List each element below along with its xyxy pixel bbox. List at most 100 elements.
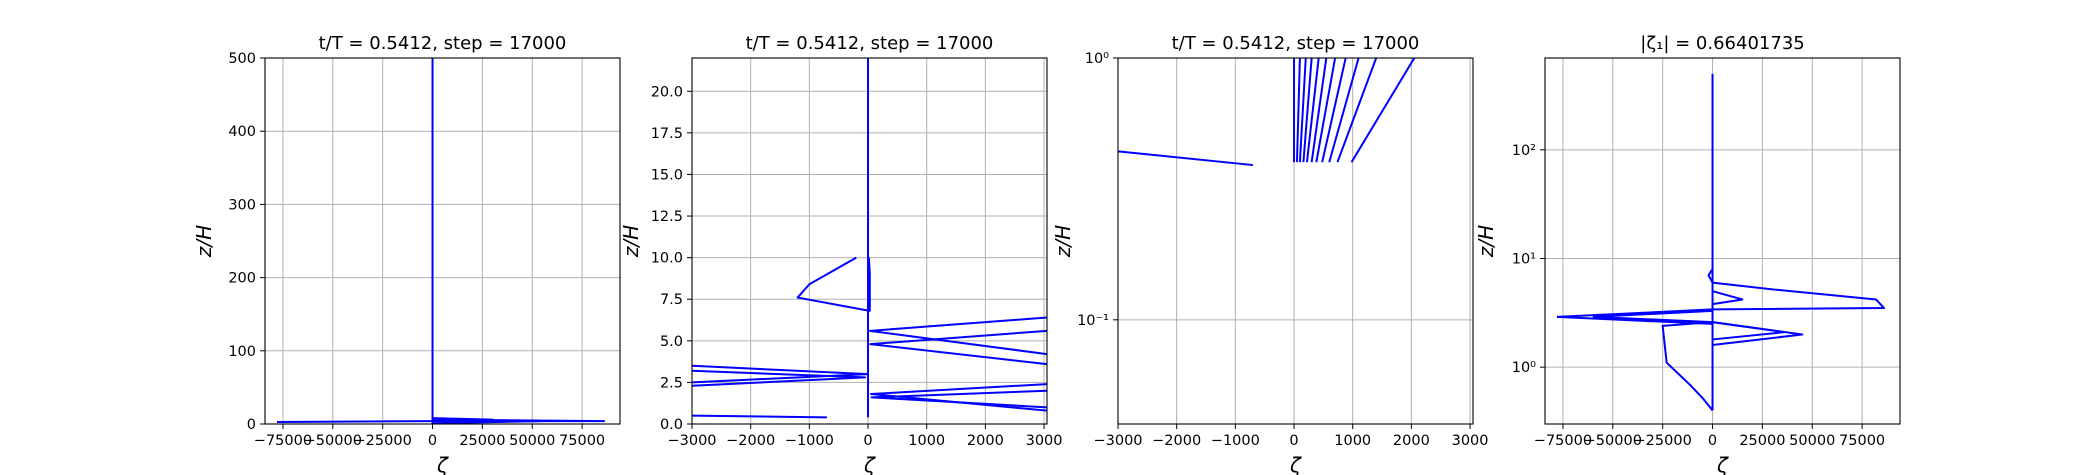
plot-area — [692, 58, 1047, 419]
y-tick-label: 12.5 — [651, 209, 683, 225]
x-tick-label: 75000 — [559, 433, 605, 449]
x-tick-label: 0 — [863, 433, 872, 449]
y-axis-label: z/H — [1051, 225, 1075, 258]
y-tick-label: 500 — [228, 51, 256, 67]
series-line — [1295, 58, 1301, 163]
series-line — [796, 256, 871, 312]
subplot-4: −75000−50000−25000 0 25000 50000 75000 10⁰ 10¹… — [1474, 33, 1901, 475]
x-tick-label: 3000 — [1452, 433, 1489, 449]
plot-area — [1118, 58, 1416, 167]
y-tick-label: 5.0 — [660, 334, 683, 350]
x-tick-label: 0 — [1708, 433, 1717, 449]
x-tick-label: 0 — [428, 433, 437, 449]
x-tick-label: 1000 — [1334, 433, 1371, 449]
x-tick-label: 25000 — [459, 433, 505, 449]
x-tick-label: 0 — [1289, 433, 1298, 449]
x-tick-label: −50000 — [304, 433, 362, 449]
series-line — [1556, 308, 1713, 318]
series-line — [870, 389, 1047, 409]
series-line — [692, 364, 870, 384]
x-tick-label: −75000 — [254, 433, 312, 449]
series-line — [868, 316, 1047, 356]
x-tick-label: −1000 — [1211, 433, 1260, 449]
y-tick-label: 0.0 — [660, 417, 683, 433]
x-tick-label: −25000 — [354, 433, 412, 449]
x-tick-label: 50000 — [1789, 433, 1835, 449]
series-line — [869, 383, 1047, 412]
x-tick-label: 25000 — [1739, 433, 1785, 449]
y-axis-label: z/H — [619, 225, 643, 258]
y-tick-label: 2.5 — [660, 375, 683, 391]
axes-frame — [691, 57, 1048, 425]
plot-area — [1556, 73, 1886, 412]
x-axis-label: ζ — [863, 453, 876, 475]
x-tick-label: 1000 — [908, 433, 945, 449]
series-line — [1350, 58, 1416, 163]
series-line — [1556, 315, 1713, 325]
series-line — [1321, 58, 1347, 163]
series-line — [1302, 58, 1313, 163]
y-tick-label: 10.0 — [651, 251, 683, 267]
series-line — [1315, 58, 1337, 163]
y-tick-label: 200 — [228, 271, 256, 287]
y-tick-label: 20.0 — [651, 84, 683, 100]
x-tick-label: −25000 — [1634, 433, 1692, 449]
subplot-title: |ζ₁| = 0.66401735 — [1640, 33, 1804, 54]
series-line — [1707, 268, 1886, 311]
y-axis-label: z/H — [192, 225, 216, 258]
x-tick-label: −3000 — [1093, 433, 1142, 449]
x-tick-label: 2000 — [967, 433, 1004, 449]
x-tick-label: −2000 — [1152, 433, 1201, 449]
x-tick-label: 50000 — [509, 433, 555, 449]
series-line — [1592, 309, 1713, 318]
x-tick-label: −75000 — [1534, 433, 1592, 449]
y-tick-label: 10⁰ — [1512, 360, 1536, 376]
series-line — [1310, 58, 1328, 163]
y-tick-label: 300 — [228, 197, 256, 213]
x-axis-label: ζ — [1716, 453, 1729, 475]
series-line — [1118, 150, 1254, 167]
y-tick-label: 400 — [228, 124, 256, 140]
series-line — [1661, 321, 1714, 412]
axes-frame — [1117, 57, 1474, 425]
series-line — [692, 414, 827, 419]
y-tick-label: 7.5 — [660, 292, 683, 308]
x-axis-label: ζ — [1289, 453, 1302, 475]
y-tick-label: 100 — [228, 344, 256, 360]
subplot-3: −3000 −2000 −1000 0 1000 2000 3000 10⁻¹ 10⁰ t/T =… — [1051, 33, 1489, 475]
y-tick-label: 17.5 — [651, 126, 683, 142]
y-axis-label: z/H — [1474, 225, 1498, 258]
series-line — [1336, 58, 1378, 163]
series-line — [1712, 290, 1744, 306]
series-line — [1328, 58, 1360, 163]
series-line — [1712, 321, 1786, 341]
subplot-2: −3000 −2000 −1000 0 1000 2000 3000 0.0 2.5 5.0 7.5… — [619, 33, 1063, 475]
subplot-title: t/T = 0.5412, step = 17000 — [1172, 33, 1420, 54]
series-line — [432, 417, 494, 422]
subplot-title: t/T = 0.5412, step = 17000 — [319, 33, 567, 54]
y-tick-label: 10² — [1512, 143, 1536, 159]
axes-frame — [1544, 57, 1901, 425]
axes-frame — [264, 57, 621, 425]
subplot-1: −75000−50000−25000 0 25000 50000 75000 0 100 20… — [192, 33, 621, 475]
x-tick-label: 2000 — [1393, 433, 1430, 449]
x-tick-label: 3000 — [1026, 433, 1063, 449]
y-tick-label: 0 — [247, 417, 256, 433]
series-line — [1712, 321, 1804, 346]
x-tick-label: 75000 — [1839, 433, 1885, 449]
y-tick-label: 10⁰ — [1085, 51, 1109, 67]
series-line — [692, 369, 867, 387]
y-tick-label: 10¹ — [1512, 252, 1536, 268]
series-line — [1298, 58, 1307, 163]
y-tick-label: 10⁻¹ — [1077, 313, 1109, 329]
y-tick-label: 15.0 — [651, 167, 683, 183]
x-tick-label: −1000 — [785, 433, 834, 449]
subplot-title: t/T = 0.5412, step = 17000 — [746, 33, 994, 54]
series-line — [869, 329, 1047, 366]
x-tick-label: −3000 — [667, 433, 716, 449]
x-tick-label: −2000 — [726, 433, 775, 449]
series-line — [276, 418, 606, 423]
x-axis-label: ζ — [436, 453, 449, 475]
series-line — [1305, 58, 1320, 163]
